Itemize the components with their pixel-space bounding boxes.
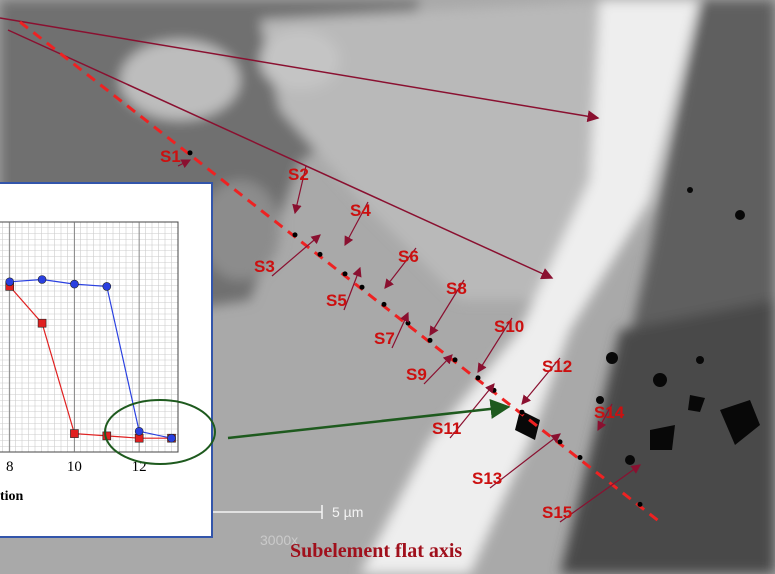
point	[578, 455, 583, 460]
sem-image: S1 S2 S3 S4 S5 S6 S7 S8 S9 S10 S11 S12 S13 S14 S15 5 µ…	[0, 0, 775, 574]
point-label: S11	[432, 419, 461, 438]
x-axis-label: tion	[0, 489, 24, 504]
point-label: S15	[542, 503, 572, 522]
point-label: S2	[288, 165, 309, 184]
point	[558, 439, 563, 444]
point	[638, 502, 643, 507]
point	[492, 388, 497, 393]
point-label: S3	[254, 257, 275, 276]
point	[406, 321, 411, 326]
point	[428, 338, 433, 343]
point-label: S4	[350, 201, 371, 220]
point	[453, 357, 458, 362]
point-label: S8	[446, 279, 467, 298]
x-tick-label: 10	[67, 459, 82, 475]
point	[318, 252, 323, 257]
point-label: S7	[374, 329, 395, 348]
caption: Subelement flat axis	[290, 540, 462, 562]
point-label: S14	[594, 403, 625, 422]
marker	[103, 282, 111, 290]
marker	[168, 434, 176, 442]
marker	[6, 278, 14, 286]
point-label: S10	[494, 317, 524, 336]
point	[293, 232, 298, 237]
point	[476, 375, 481, 380]
scale-label: 5 µm	[332, 504, 363, 520]
point-label: S1	[160, 147, 181, 166]
point	[382, 302, 387, 307]
x-tick-label: 8	[6, 459, 14, 475]
point-label: S6	[398, 247, 419, 266]
marker	[38, 276, 46, 284]
marker	[70, 430, 78, 438]
point-label: S12	[542, 357, 572, 376]
page: S1 S2 S3 S4 S5 S6 S7 S8 S9 S10 S11 S12 S13 S14 S15 5 µ…	[0, 0, 775, 574]
point-label: S13	[472, 469, 502, 488]
point	[520, 410, 525, 415]
marker	[38, 319, 46, 327]
point-label: S5	[326, 291, 347, 310]
point	[343, 271, 348, 276]
marker	[70, 280, 78, 288]
point-label: S9	[406, 365, 427, 384]
marker	[135, 427, 143, 435]
point	[360, 285, 365, 290]
point	[188, 150, 193, 155]
